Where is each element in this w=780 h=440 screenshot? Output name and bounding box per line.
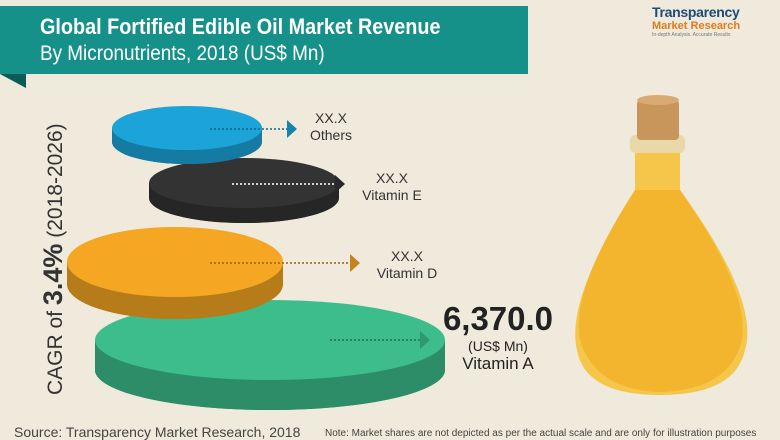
logo: Transparency Market Research In-depth An… bbox=[652, 4, 777, 38]
disc-vitamin-a bbox=[95, 300, 445, 380]
category-vitamin-e: Vitamin E bbox=[362, 187, 422, 203]
banner-fold bbox=[0, 74, 26, 88]
chart-title: Global Fortified Edible Oil Market Reven… bbox=[40, 14, 441, 39]
logo-tagline: In-depth Analysis. Accurate Results bbox=[652, 32, 731, 38]
label-vitamin-e: XX.X Vitamin E bbox=[352, 170, 432, 204]
note-text: Note: Market shares are not depicted as … bbox=[325, 428, 757, 439]
logo-name: Transparency bbox=[652, 4, 740, 20]
label-others: XX.X Others bbox=[305, 110, 357, 144]
disc-vitamin-e bbox=[149, 158, 339, 208]
arrow-head-vitamin-d bbox=[350, 254, 360, 272]
arrow-head-vitamin-e bbox=[335, 175, 345, 193]
category-others: Others bbox=[309, 127, 352, 143]
value-vitamin-d: XX.X bbox=[391, 248, 423, 264]
value-vitamin-a: 6,370.0 bbox=[442, 300, 554, 337]
label-vitamin-d: XX.X Vitamin D bbox=[367, 248, 447, 282]
source-text: Source: Transparency Market Research, 20… bbox=[14, 424, 301, 440]
title-banner bbox=[0, 6, 528, 74]
value-others: XX.X bbox=[315, 110, 347, 126]
arrow-head-others bbox=[287, 120, 297, 138]
chart-subtitle: By Micronutrients, 2018 (US$ Mn) bbox=[40, 42, 325, 65]
category-vitamin-d: Vitamin D bbox=[376, 265, 438, 281]
disc-others bbox=[112, 106, 262, 150]
value-vitamin-e: XX.X bbox=[376, 170, 408, 186]
unit-vitamin-a: (US$ Mn) bbox=[468, 338, 528, 354]
oil-bottle-illustration bbox=[575, 95, 748, 395]
arrow-head-vitamin-a bbox=[420, 331, 430, 349]
disc-vitamin-d bbox=[67, 227, 283, 297]
category-vitamin-a: Vitamin A bbox=[462, 354, 534, 373]
logo-sub: Market Research bbox=[652, 20, 741, 32]
label-vitamin-a: 6,370.0 (US$ Mn) Vitamin A bbox=[438, 300, 558, 374]
